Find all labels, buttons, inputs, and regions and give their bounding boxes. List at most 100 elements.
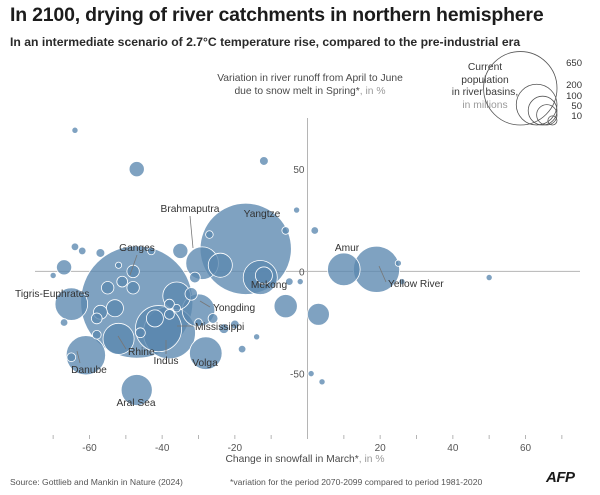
bubble [106, 299, 124, 318]
y-tick-label: 50 [293, 165, 305, 176]
bubble [91, 329, 102, 340]
afp-logo: AFP [546, 469, 575, 486]
bubble [218, 323, 230, 334]
bubble [66, 352, 77, 363]
x-tick-label: -20 [228, 443, 243, 454]
bubble [145, 309, 164, 328]
size-legend-title: Current population in river basins, in m… [440, 62, 530, 112]
label-yangtze: Yangtze [244, 209, 281, 220]
label-danube: Danube [71, 365, 107, 376]
legend-line2: population [461, 74, 509, 86]
bubble [254, 266, 273, 285]
bubble-aral-sea [120, 374, 153, 406]
bubble [90, 312, 103, 325]
leader-line-yellow-river [378, 265, 387, 283]
bubble [164, 309, 175, 320]
bubble [71, 126, 79, 134]
y-tick-label: 0 [299, 267, 305, 278]
bubble [78, 246, 87, 256]
bubble [101, 281, 115, 295]
bubble [56, 259, 73, 276]
legend-circle-200 [515, 83, 558, 126]
bubble [205, 230, 214, 239]
y-axis-label-line2: due to snow melt in Spring* [234, 86, 360, 97]
x-axis-label-text: Change in snowfall in March* [225, 454, 359, 465]
legend-circle-650 [483, 51, 558, 126]
x-tick-label: 40 [447, 443, 459, 454]
label-rhine: Rhine [128, 347, 155, 358]
bubble [318, 378, 326, 386]
x-tick-label: -40 [155, 443, 170, 454]
bubble-danube [65, 335, 106, 376]
label-ganges: Ganges [119, 243, 155, 254]
bubble [237, 344, 247, 354]
bubble [172, 303, 181, 313]
leader-line-ganges [129, 254, 138, 276]
label-brahmaputra: Brahmaputra [161, 204, 220, 215]
bubble [296, 278, 304, 286]
bubble [285, 277, 294, 286]
bubble [230, 319, 240, 330]
bubble-volga [189, 336, 223, 370]
bubble [135, 327, 146, 339]
bubble [307, 370, 315, 378]
label-mekong: Mekong [251, 280, 288, 291]
bubble [207, 313, 219, 324]
bubble [207, 252, 233, 278]
legend-circle-50 [536, 104, 558, 126]
legend-label-10: 10 [571, 111, 582, 122]
bubble [310, 226, 319, 235]
label-indus: Indus [154, 356, 179, 367]
legend-label-200: 200 [566, 80, 582, 91]
legend-label-50: 50 [571, 101, 582, 112]
bubble [253, 333, 261, 341]
label-amur: Amur [335, 243, 360, 254]
y-axis-label: Variation in river runoff from April to … [160, 72, 460, 98]
bubble [398, 278, 406, 286]
x-tick-label: 20 [375, 443, 387, 454]
legend-label-100: 100 [566, 91, 582, 102]
x-tick-label: 60 [520, 443, 532, 454]
label-yellow-river: Yellow River [388, 279, 444, 290]
bubble [394, 259, 402, 267]
bubble [184, 287, 198, 301]
label-volga: Volga [192, 358, 218, 369]
bubble-rhine [102, 322, 135, 355]
bubble [194, 318, 203, 327]
x-axis-unit: , in % [358, 454, 385, 465]
leader-line-brahmaputra [189, 215, 194, 249]
label-tigris-euphrates: Tigris-Euphrates [15, 289, 89, 300]
x-tick-label: -60 [82, 443, 97, 454]
legend-line1: Current [467, 62, 503, 73]
y-axis-label-line1: Variation in river runoff from April to … [217, 73, 403, 84]
bubble [49, 271, 57, 279]
bubble [128, 161, 145, 178]
bubble [281, 226, 290, 235]
y-axis-unit: , in % [359, 86, 386, 97]
y-tick-label: -50 [290, 370, 305, 381]
bubble [126, 281, 140, 295]
bubble [172, 242, 189, 259]
leader-line-danube [76, 350, 81, 364]
legend-unit: in millions [462, 99, 508, 111]
x-axis-label: Change in snowfall in March*, in % [150, 454, 460, 465]
bubble [485, 274, 493, 282]
bubble [189, 271, 201, 284]
bubble [259, 156, 269, 166]
bubble [147, 246, 156, 256]
bubble [273, 294, 298, 319]
label-mississippi: Mississippi [195, 322, 244, 333]
legend-circle-100 [527, 95, 558, 126]
bubble-amur [327, 252, 361, 287]
chart-subtitle: In an intermediate scenario of 2.7°C tem… [10, 35, 521, 49]
label-yongding: Yongding [213, 303, 255, 314]
bubble [59, 318, 69, 327]
footnote: *variation for the period 2070-2099 comp… [230, 477, 483, 487]
label-aral-sea: Aral Sea [116, 398, 155, 409]
bubble [306, 302, 330, 326]
bubble [116, 275, 128, 288]
bubble [95, 248, 106, 258]
leader-line-yongding [199, 300, 211, 308]
bubble-tigris-euphrates [54, 287, 89, 321]
